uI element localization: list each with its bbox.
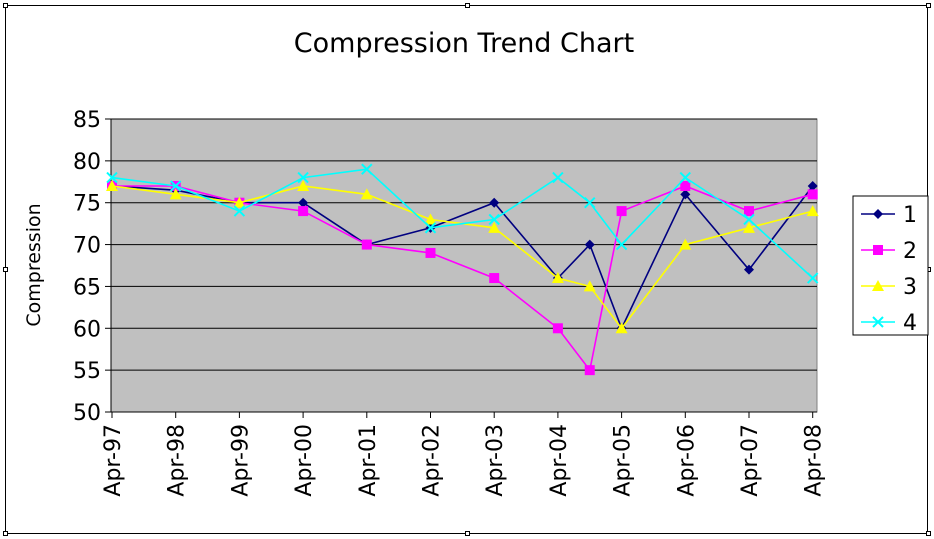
y-tick-label: 85: [73, 108, 101, 133]
data-point: [616, 206, 627, 217]
data-point: [425, 247, 436, 258]
legend-box: [852, 195, 929, 336]
y-tick-label: 75: [73, 192, 101, 217]
legend-label: 2: [903, 239, 917, 264]
data-point: [361, 163, 373, 175]
data-point: [680, 180, 691, 191]
resize-handle-top-right[interactable]: [926, 3, 931, 8]
data-point: [744, 206, 754, 217]
data-point: [489, 197, 500, 208]
x-tick-label: Apr-97: [101, 424, 126, 497]
data-point: [298, 197, 309, 208]
resize-handle-top-left[interactable]: [3, 3, 8, 8]
data-point: [872, 280, 884, 291]
data-point: [806, 272, 819, 284]
series-lines: [106, 163, 819, 376]
data-point: [233, 196, 246, 208]
x-tick-label: Apr-00: [292, 424, 317, 497]
data-point: [615, 322, 628, 334]
chart-title: Compression Trend Chart: [294, 28, 634, 59]
data-point: [873, 209, 883, 219]
y-tick-label: 70: [73, 234, 101, 259]
data-point: [680, 189, 691, 200]
x-tick-label: Apr-99: [228, 424, 253, 497]
y-tick-label: 80: [73, 150, 101, 175]
data-point: [169, 180, 182, 192]
y-axis-title: Compression: [23, 203, 45, 326]
legend-item-4: 4: [861, 311, 917, 336]
data-point: [615, 238, 628, 251]
data-point: [489, 273, 500, 284]
x-tick-label: Apr-03: [483, 424, 508, 497]
data-point: [873, 245, 883, 255]
data-point: [298, 206, 309, 217]
resize-handle-top-center[interactable]: [465, 3, 470, 8]
data-point: [169, 188, 182, 200]
data-point: [552, 323, 563, 334]
x-tick-label: Apr-05: [611, 424, 636, 497]
resize-handle-middle-left[interactable]: [3, 267, 8, 272]
x-tick-label: Apr-07: [738, 424, 763, 497]
data-point: [106, 179, 118, 191]
legend-item-3: 3: [861, 275, 917, 300]
data-point: [743, 213, 755, 226]
legend-label: 3: [903, 275, 917, 300]
data-point: [297, 179, 310, 191]
data-point: [872, 316, 884, 328]
gridlines: [111, 118, 817, 371]
data-point: [361, 239, 372, 250]
data-point: [807, 180, 818, 191]
legend[interactable]: 1 2 3 4: [852, 195, 929, 336]
data-point: [583, 280, 596, 292]
data-point: [743, 221, 755, 233]
axes: 50 55 60 65 70 75 80 85 Apr-97 Apr-98 Apr-99 Apr-00…: [73, 108, 827, 497]
series-3: [106, 179, 819, 334]
data-point: [584, 365, 595, 376]
data-point: [551, 272, 564, 284]
legend-label: 1: [903, 203, 917, 228]
resize-handle-bottom-center[interactable]: [465, 531, 470, 536]
y-tick-label: 60: [73, 317, 101, 342]
data-point: [679, 238, 692, 250]
legend-label: 4: [903, 311, 917, 336]
y-tick-label: 50: [73, 401, 101, 426]
y-tick-label: 65: [73, 275, 101, 300]
x-tick-label: Apr-08: [802, 424, 827, 497]
data-point: [744, 264, 754, 275]
data-point: [297, 171, 309, 184]
data-point: [807, 189, 818, 200]
x-tick-label: Apr-98: [165, 424, 190, 497]
data-point: [233, 205, 246, 217]
legend-item-2: 2: [861, 239, 917, 264]
resize-handle-bottom-right[interactable]: [926, 531, 931, 536]
data-point: [584, 239, 595, 250]
data-point: [360, 188, 373, 200]
resize-handle-bottom-left[interactable]: [3, 531, 8, 536]
x-tick-label: Apr-01: [356, 424, 381, 497]
x-tick-label: Apr-04: [547, 424, 572, 497]
legend-item-1: 1: [861, 203, 917, 228]
data-point: [488, 213, 500, 226]
y-tick-label: 55: [73, 359, 101, 384]
data-point: [552, 171, 564, 184]
data-point: [679, 171, 692, 184]
data-point: [488, 221, 501, 233]
series-4: [106, 163, 819, 284]
data-point: [806, 205, 819, 217]
data-point: [106, 171, 118, 184]
x-tick-label: Apr-02: [420, 424, 445, 497]
data-point: [584, 197, 596, 209]
data-point: [424, 213, 437, 225]
x-tick-label: Apr-06: [674, 424, 699, 497]
data-point: [424, 222, 437, 234]
